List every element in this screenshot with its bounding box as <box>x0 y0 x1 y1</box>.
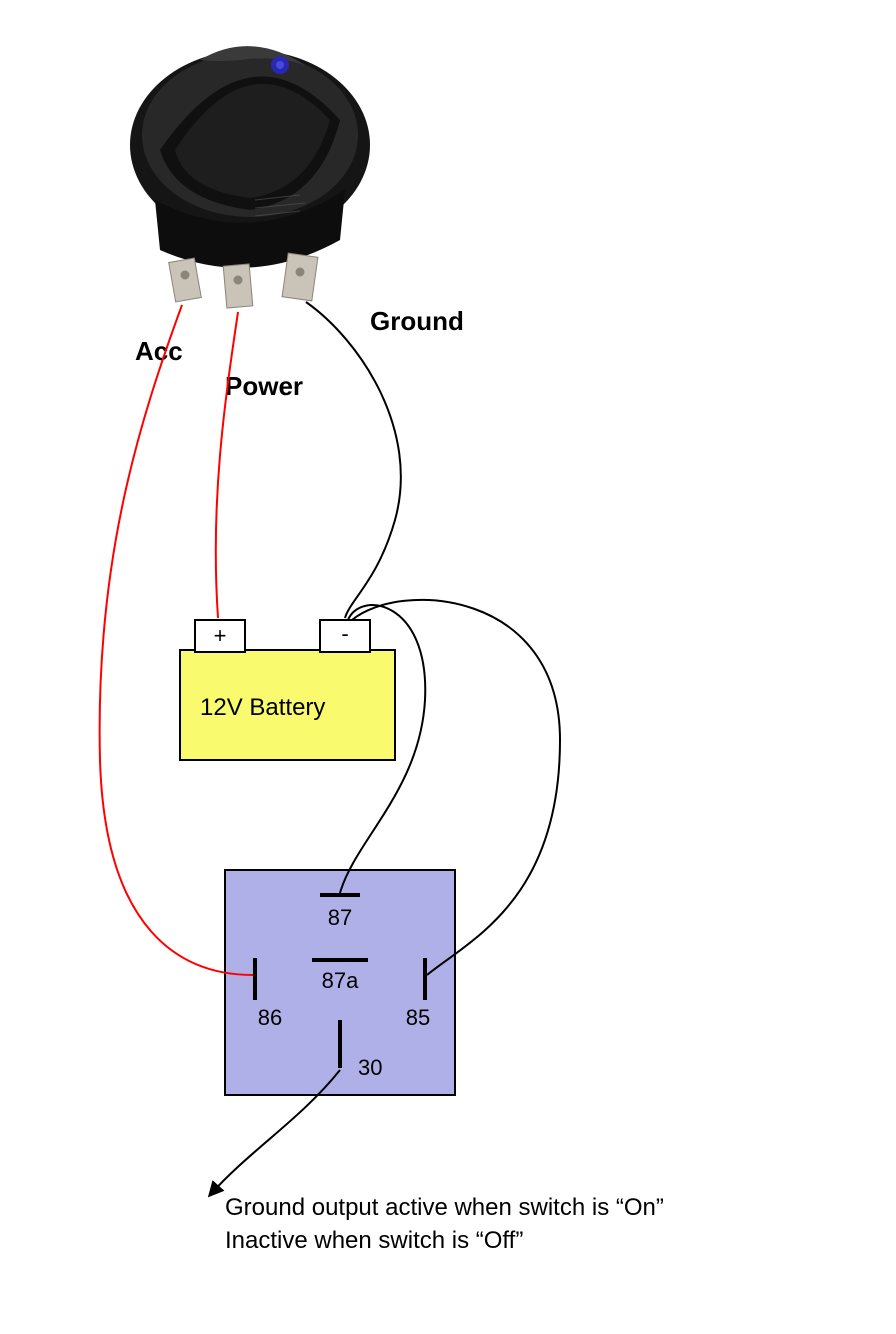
battery-pos-symbol: + <box>214 623 227 648</box>
relay-pin-87-label: 87 <box>328 905 352 930</box>
relay-pin-86-label: 86 <box>258 1005 282 1030</box>
output-note-line2: Inactive when switch is “Off” <box>225 1227 523 1254</box>
relay: 87 87a 86 85 30 <box>225 870 455 1095</box>
relay-pin-87a-label: 87a <box>322 968 359 993</box>
relay-pin-30-label: 30 <box>358 1055 382 1080</box>
battery: + - 12V Battery <box>180 620 395 760</box>
label-ground: Ground <box>370 306 464 336</box>
wire-ground-to-neg <box>306 302 401 618</box>
relay-pin-85-label: 85 <box>406 1005 430 1030</box>
rocker-switch <box>130 46 370 308</box>
battery-neg-symbol: - <box>341 621 348 646</box>
terminal-ground <box>282 253 318 301</box>
battery-label: 12V Battery <box>200 694 325 721</box>
terminal-power <box>223 264 253 308</box>
label-power: Power <box>225 371 303 401</box>
wire-power-to-pos <box>216 312 238 618</box>
label-acc: Acc <box>135 336 183 366</box>
terminal-acc <box>169 258 202 302</box>
output-note-line1: Ground output active when switch is “On” <box>225 1194 664 1221</box>
